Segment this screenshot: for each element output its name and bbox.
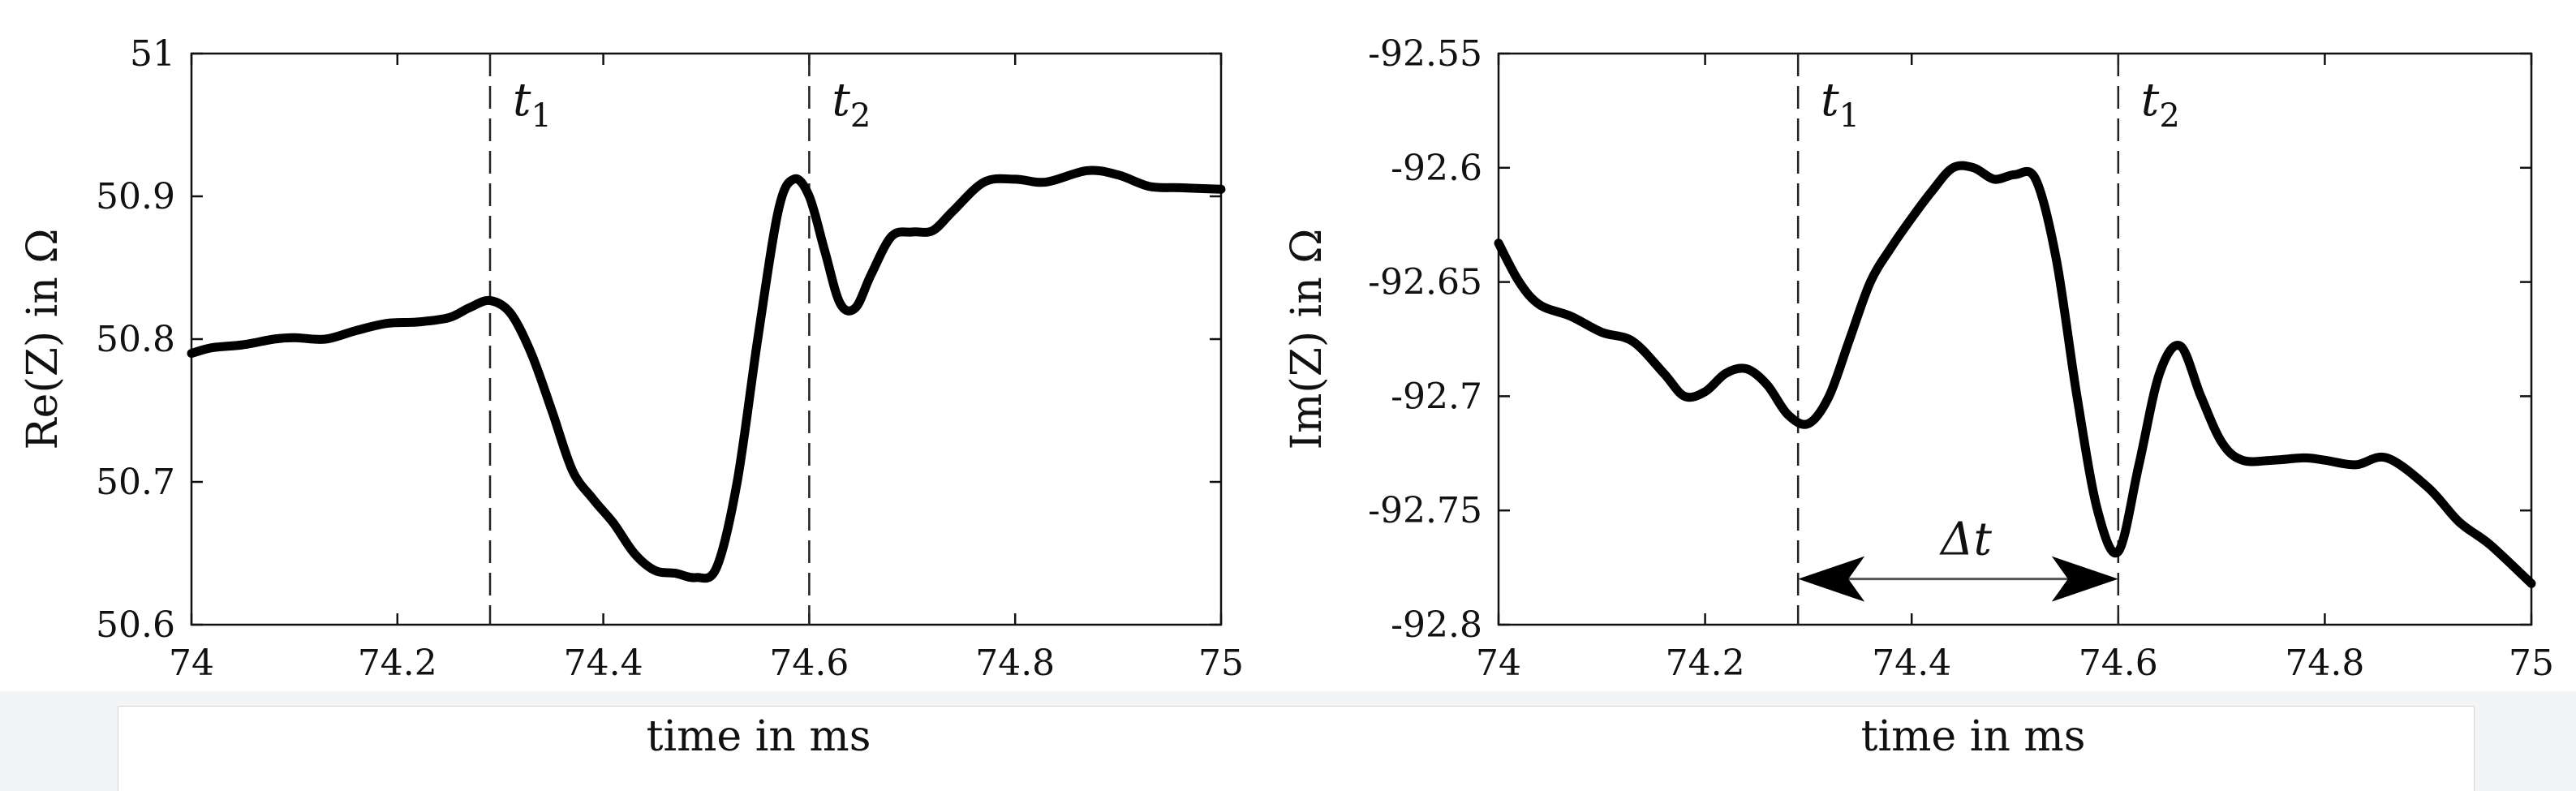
chart-real-part: Re(Z) in Ω time in ms 74 74.2 74.4 74.6 74.8… bbox=[19, 33, 1244, 761]
chart-imag-xtick-label-1: 74.2 bbox=[1666, 643, 1745, 684]
chart-imag-xtick-label-5: 75 bbox=[2509, 643, 2554, 684]
chart-real-xtick-label-4: 74.8 bbox=[975, 643, 1055, 684]
chart-imag-part: Im(Z) in Ω time in ms 74 74.2 74.4 74.6 74.8… bbox=[1283, 33, 2554, 761]
chart-imag-ytick-label-5: -92.55 bbox=[1368, 33, 1482, 75]
chart-imag-ytick-label-3: -92.65 bbox=[1368, 262, 1482, 303]
chart-imag-ytick-label-1: -92.75 bbox=[1368, 490, 1482, 531]
chart-real-ytick-label-0: 50.6 bbox=[96, 604, 175, 646]
chart-real-part-xlabel: time in ms bbox=[647, 712, 871, 761]
chart-real-series-line-0 bbox=[187, 166, 1226, 583]
chart-imag-series-line-0 bbox=[1494, 161, 2536, 588]
chart-real-xtick-label-5: 75 bbox=[1198, 643, 1244, 684]
chart-real-marker-label-1: t2 bbox=[832, 74, 871, 135]
chart-real-frame bbox=[190, 52, 1223, 626]
chart-imag-delta-arrow-head-right bbox=[2051, 556, 2118, 602]
chart-imag-xtick-label-4: 74.8 bbox=[2285, 643, 2364, 684]
chart-real-ytick-label-2: 50.8 bbox=[96, 319, 175, 360]
chart-imag-xtick-label-3: 74.6 bbox=[2079, 643, 2158, 684]
chart-imag-xtick-label-2: 74.4 bbox=[1872, 643, 1951, 684]
chart-real-ytick-label-4: 51 bbox=[130, 33, 175, 75]
chart-real-xtick-label-0: 74 bbox=[169, 643, 214, 684]
chart-imag-part-ylabel: Im(Z) in Ω bbox=[1283, 229, 1331, 450]
footer-box bbox=[118, 706, 2475, 791]
chart-real-xtick-label-3: 74.6 bbox=[769, 643, 849, 684]
chart-real-xtick-label-2: 74.4 bbox=[564, 643, 643, 684]
chart-real-part-ylabel: Re(Z) in Ω bbox=[19, 229, 67, 450]
chart-imag-ytick-label-0: -92.8 bbox=[1391, 604, 1482, 646]
chart-real-xtick-label-1: 74.2 bbox=[358, 643, 437, 684]
chart-imag-xtick-label-0: 74 bbox=[1476, 643, 1521, 684]
chart-imag-part-xlabel: time in ms bbox=[1861, 712, 2086, 761]
chart-imag-marker-label-1: t2 bbox=[2141, 74, 2180, 135]
chart-imag-delta-label: Δt bbox=[1939, 514, 1992, 566]
chart-imag-ytick-label-4: -92.6 bbox=[1391, 148, 1482, 189]
chart-imag-delta-arrow-head-left bbox=[1798, 556, 1865, 602]
chart-real-ytick-label-3: 50.9 bbox=[96, 176, 175, 217]
chart-imag-frame bbox=[1497, 52, 2533, 626]
chart-real-ytick-label-1: 50.7 bbox=[96, 462, 175, 503]
chart-real-marker-label-0: t1 bbox=[513, 74, 552, 135]
chart-imag-marker-label-0: t1 bbox=[1821, 74, 1860, 135]
chart-imag-ytick-label-2: -92.7 bbox=[1391, 376, 1482, 417]
